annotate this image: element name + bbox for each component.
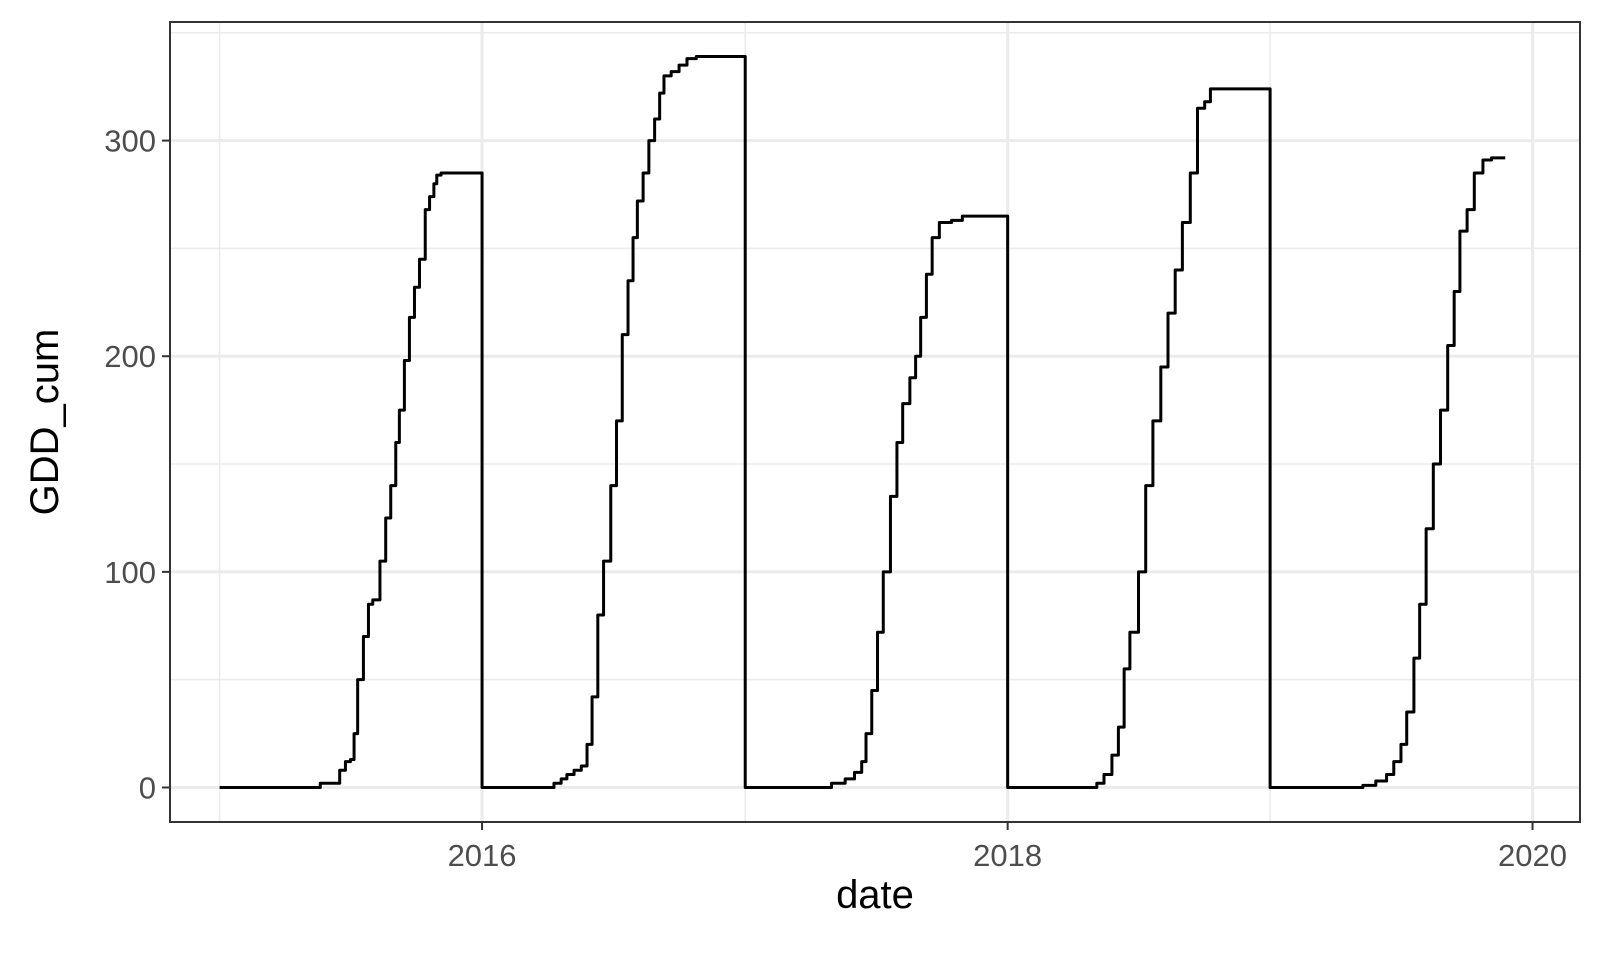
series-line: [219, 55, 1506, 789]
y-axis: 0 100 200 300: [104, 124, 170, 805]
y-tick-label: 0: [139, 770, 156, 805]
y-tick-label: 300: [104, 124, 156, 159]
y-axis-title: GDD_cum: [23, 329, 67, 516]
x-axis-title: date: [836, 873, 914, 917]
y-tick-label: 200: [104, 339, 156, 374]
y-tick-label: 100: [104, 555, 156, 590]
plot-panel: [169, 21, 1581, 823]
x-axis: 2016 2018 2020: [448, 822, 1567, 873]
panel-background: [170, 22, 1580, 822]
panel-border: [169, 21, 1581, 823]
x-tick-label: 2020: [1498, 838, 1567, 873]
x-tick-label: 2018: [973, 838, 1042, 873]
x-tick-label: 2016: [448, 838, 517, 873]
